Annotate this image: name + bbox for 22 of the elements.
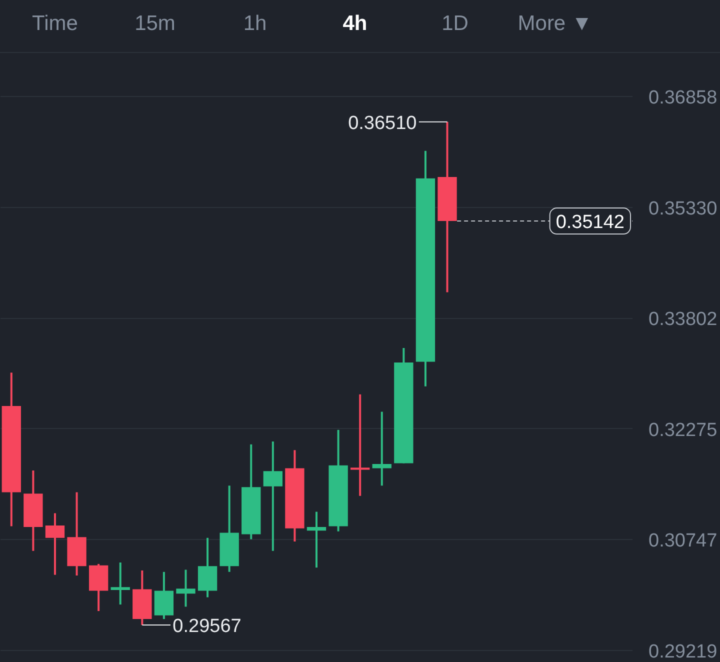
candlestick	[45, 512, 65, 576]
y-tick-label: 0.33802	[648, 309, 718, 330]
text: Time	[31, 11, 79, 37]
text: 4h	[342, 11, 368, 37]
text: 1h	[242, 11, 268, 37]
candlestick	[372, 410, 392, 487]
text: More ▼	[516, 11, 594, 37]
candlestick	[263, 440, 283, 552]
y-tick-label: 0.30747	[648, 530, 718, 552]
y-tick-label: 0.32275	[648, 420, 718, 441]
text: 0.29567	[172, 616, 242, 638]
candlestick	[306, 510, 326, 569]
y-tick-label: 0.29219	[648, 641, 718, 662]
ref-line-label: 0.35142	[556, 212, 625, 234]
text: 15m	[134, 11, 176, 37]
candlestick	[350, 393, 370, 497]
candlestick	[110, 561, 130, 606]
candlestick	[176, 568, 196, 608]
text: 0.36510	[348, 112, 417, 134]
y-tick-label: 0.35330	[648, 198, 718, 220]
y-tick-label: 0.36858	[648, 88, 718, 109]
text: 1D	[440, 11, 470, 37]
